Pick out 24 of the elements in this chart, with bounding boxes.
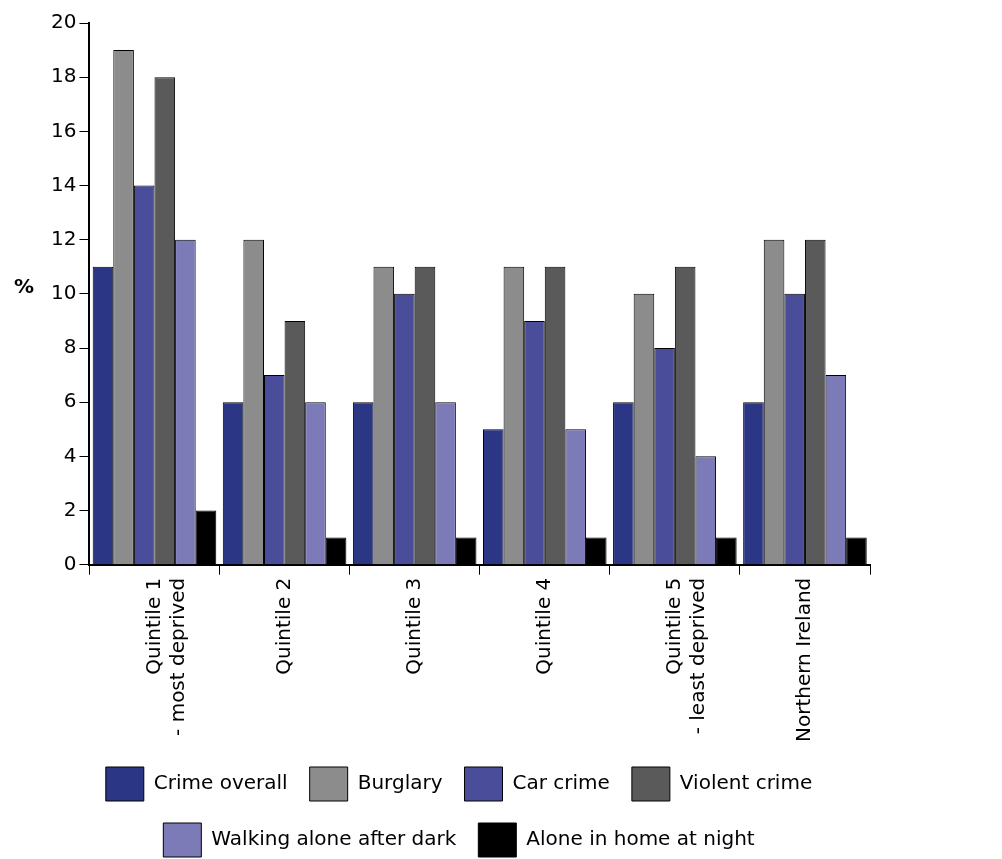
legend-label: Alone in home at night — [526, 826, 755, 851]
x-tick-label: Northern Ireland — [791, 577, 816, 743]
y-tick-label: 16 — [51, 117, 77, 142]
y-tick-label: 6 — [63, 388, 77, 413]
y-tick-label: 18 — [51, 63, 77, 88]
x-tick-label: Quintile 2 — [270, 577, 295, 675]
y-tick-label: 20 — [51, 9, 77, 34]
x-tick-label: Quintile 4 — [530, 577, 555, 675]
legend-label: Crime overall — [153, 770, 288, 795]
legend-label: Burglary — [357, 770, 443, 795]
legend-label: Violent crime — [679, 770, 813, 795]
legend-label: Walking alone after dark — [211, 826, 457, 851]
x-tick-label: Quintile 5 - least deprived — [661, 577, 710, 735]
y-axis-title: % — [14, 274, 35, 298]
x-tick-label: Quintile 3 — [400, 577, 425, 675]
y-tick-label: 14 — [51, 171, 77, 196]
y-tick-label: 12 — [51, 225, 77, 250]
y-tick-label: 0 — [63, 550, 77, 575]
y-tick-label: 4 — [63, 442, 77, 467]
y-tick-label: 8 — [63, 334, 77, 359]
x-tick-label: Quintile 1 - most deprived — [140, 577, 189, 736]
y-tick-label: 2 — [63, 496, 77, 521]
legend-label: Car crime — [512, 770, 610, 795]
y-tick-label: 10 — [51, 280, 77, 305]
